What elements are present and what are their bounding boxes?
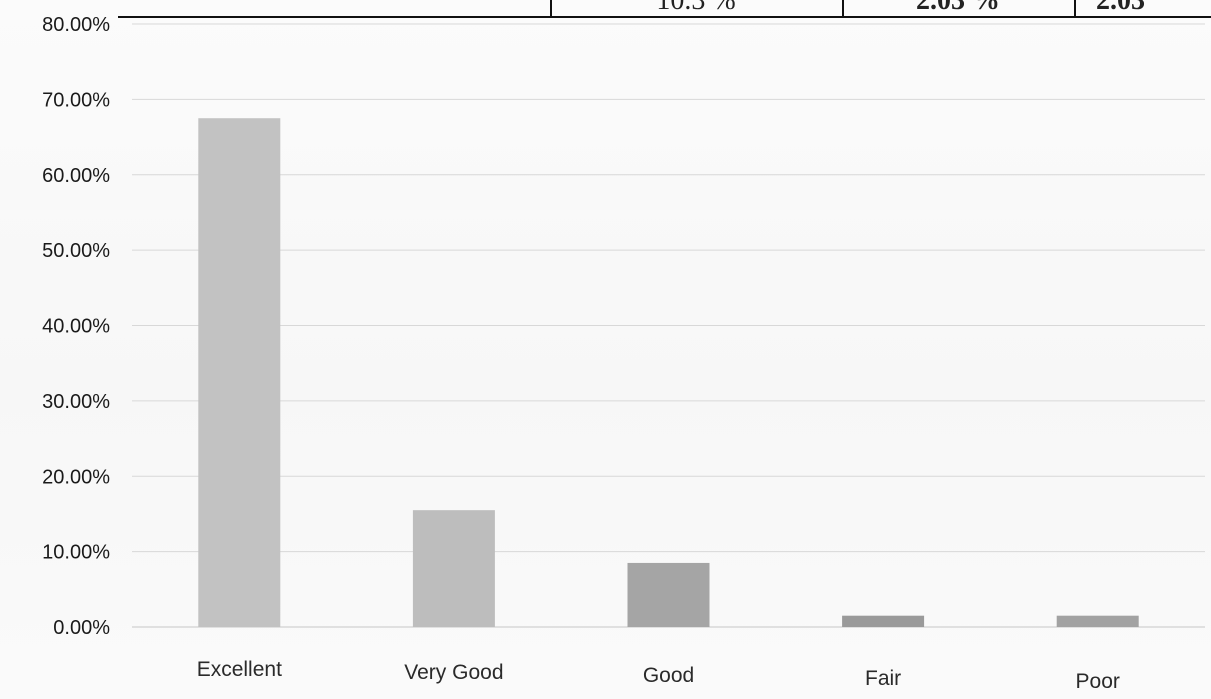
cropped-table-row: 10.3 % 2.03 % 2.03 xyxy=(118,0,1211,18)
x-tick-label: Good xyxy=(643,664,694,687)
y-tick-label: 50.00% xyxy=(42,240,110,262)
y-tick-label: 20.00% xyxy=(42,466,110,488)
x-tick-label: Fair xyxy=(865,667,901,690)
table-cell xyxy=(118,0,552,16)
x-tick-label: Excellent xyxy=(197,658,282,681)
y-tick-label: 0.00% xyxy=(53,617,110,639)
bars xyxy=(198,118,1139,627)
x-tick-label: Poor xyxy=(1076,670,1120,693)
y-tick-label: 70.00% xyxy=(42,89,110,111)
table-cell: 2.03 xyxy=(1096,0,1145,16)
y-axis-tick-labels: 0.00% 10.00% 20.00% 30.00% 40.00% 50.00% 60.00… xyxy=(42,14,110,639)
y-tick-label: 60.00% xyxy=(42,165,110,187)
x-axis-tick-labels: Excellent Very Good Good Fair Poor xyxy=(197,658,1120,693)
bar-fair xyxy=(842,615,925,627)
table-cell: 2.03 % xyxy=(842,0,1076,16)
table-cell: 10.3 % xyxy=(550,0,844,16)
bar-excellent xyxy=(198,118,281,627)
x-tick-label: Very Good xyxy=(404,661,503,684)
y-tick-label: 30.00% xyxy=(42,391,110,413)
y-tick-label: 80.00% xyxy=(42,14,110,36)
y-tick-label: 40.00% xyxy=(42,316,110,338)
y-tick-label: 10.00% xyxy=(42,542,110,564)
bar-poor xyxy=(1056,615,1139,627)
bar-good xyxy=(627,562,710,627)
gridlines xyxy=(132,23,1205,628)
bar-very-good xyxy=(412,510,495,627)
